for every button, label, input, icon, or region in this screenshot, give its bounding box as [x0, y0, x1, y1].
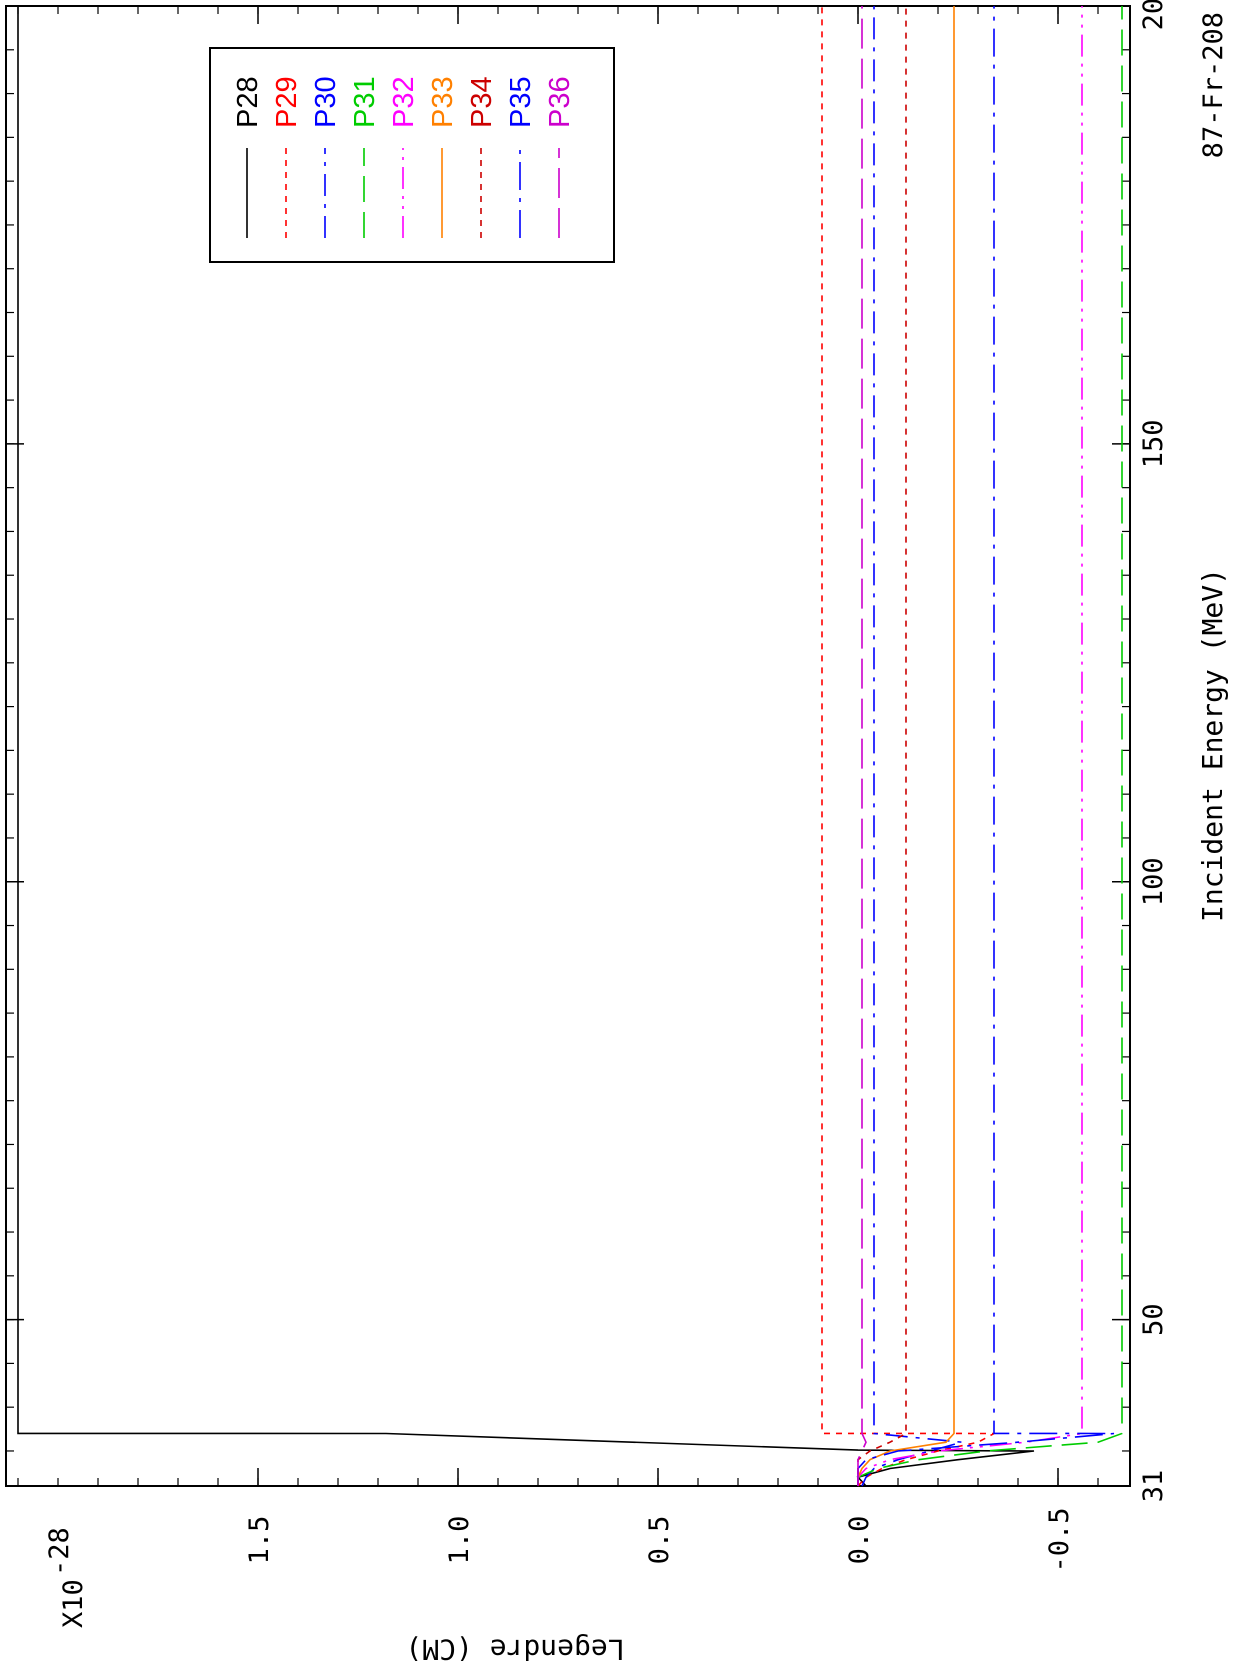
y-tick-label: 0.5 [644, 1516, 675, 1565]
series-line-p31 [857, 6, 1123, 1486]
legend-box [209, 47, 615, 263]
series-line-p34 [857, 6, 907, 1486]
legend-label-p32: P32 [388, 76, 420, 128]
legend-label-p28: P28 [232, 76, 264, 128]
series-line-p29 [821, 6, 995, 1487]
legend-label-p34: P34 [466, 76, 498, 128]
corner-label: 87-Fr-208 [1198, 12, 1229, 158]
x-axis-title: Incident Energy (MeV) [1196, 568, 1229, 922]
series-line-p36 [857, 6, 867, 1486]
ticks-layer: 31 50 100 150 200 -0.5 0.0 0.5 1.0 1.5 [6, 0, 1169, 1573]
legend-label-p31: P31 [349, 76, 381, 128]
series-line-p35 [857, 6, 1115, 1486]
y-tick-label: -0.5 [1044, 1507, 1075, 1572]
y-multiplier-exponent: -28 [44, 1527, 75, 1576]
x-tick-label: 50 [1138, 1303, 1169, 1336]
x-tick-label: 200 [1138, 0, 1169, 30]
legend: P28 P29 P30 P31 P32 P33 P34 P35 P36 [209, 47, 615, 263]
series-line-p33 [857, 6, 955, 1486]
x-tick-label: 31 [1138, 1470, 1169, 1503]
y-multiplier-base: X10 [58, 1579, 89, 1628]
y-tick-label: 1.5 [244, 1516, 275, 1565]
x-tick-label: 100 [1138, 857, 1169, 906]
series-line-p30 [861, 6, 963, 1487]
y-axis-title: Legendre (CM) [405, 1633, 624, 1662]
y-tick-label: 1.0 [444, 1516, 475, 1565]
plot-frame [5, 5, 1131, 1487]
series-layer [17, 6, 1123, 1487]
legend-label-p33: P33 [427, 76, 459, 128]
series-line-p32 [857, 6, 1083, 1486]
legend-label-p35: P35 [505, 76, 537, 128]
y-multiplier: X10 -28 [44, 1527, 89, 1628]
legend-label-p36: P36 [544, 76, 576, 128]
legend-label-p30: P30 [310, 76, 342, 128]
y-tick-label: 0.0 [844, 1516, 875, 1565]
x-tick-label: 150 [1138, 419, 1169, 468]
legend-label-p29: P29 [271, 76, 303, 128]
